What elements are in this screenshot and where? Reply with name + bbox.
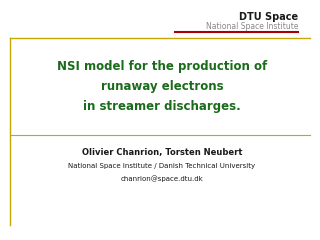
Text: National Space Institute: National Space Institute [205,22,298,31]
Text: Olivier Chanrion, Torsten Neubert: Olivier Chanrion, Torsten Neubert [82,148,242,157]
Text: runaway electrons: runaway electrons [101,80,223,93]
Text: DTU Space: DTU Space [239,12,298,22]
Text: in streamer discharges.: in streamer discharges. [83,100,241,113]
Text: National Space Institute / Danish Technical University: National Space Institute / Danish Techni… [68,163,256,169]
Text: NSI model for the production of: NSI model for the production of [57,60,267,73]
Text: chanrion@space.dtu.dk: chanrion@space.dtu.dk [121,175,204,182]
